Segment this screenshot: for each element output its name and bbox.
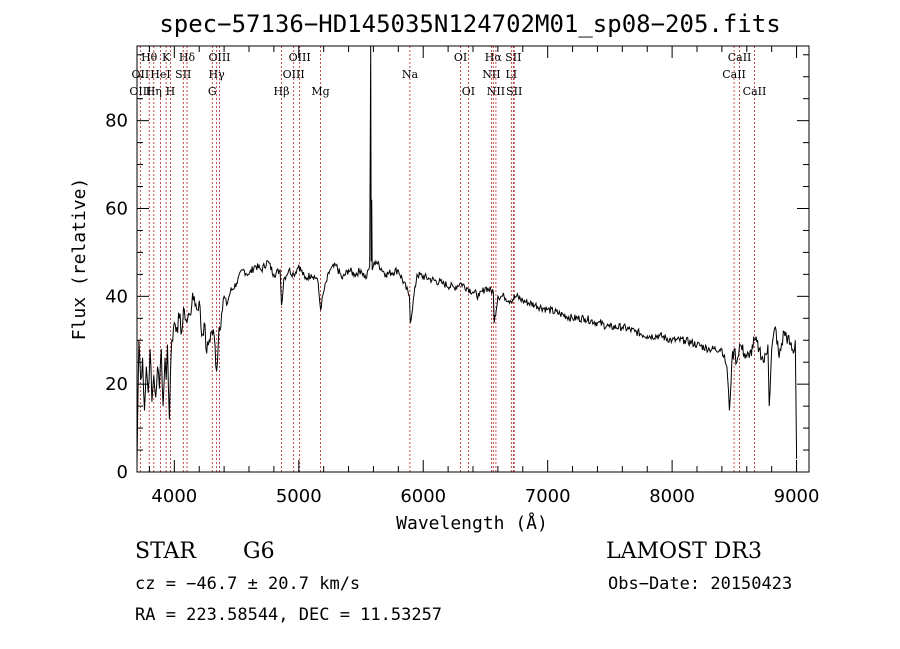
- spectral-line-label: SII: [505, 51, 521, 64]
- y-tick-label: 40: [105, 286, 128, 307]
- object-class: STAR: [135, 539, 197, 564]
- axes: 4000 5000 6000 7000 8000 9000 0 20 40 60 80: [105, 46, 819, 507]
- spectral-line-label: OI: [462, 85, 475, 98]
- spectral-lines: Hθ OII OIII K HeI Hη SII H Hδ OIII Hγ G OIII OIII Hβ Mg…: [129, 46, 766, 472]
- x-tick-label: 6000: [400, 486, 446, 507]
- spectral-line-label: Hθ: [141, 51, 158, 64]
- spectral-line-label: OI: [454, 51, 467, 64]
- survey-label: LAMOST DR3: [606, 539, 762, 564]
- y-tick-label: 0: [117, 462, 128, 483]
- spectral-line-label: CaII: [743, 85, 767, 98]
- y-tick-label: 20: [105, 374, 128, 395]
- x-tick-label: 7000: [525, 486, 571, 507]
- spectral-line-label: OII: [132, 68, 150, 81]
- x-tick-label: 8000: [649, 486, 695, 507]
- x-axis-label: Wavelength (Å): [396, 512, 548, 534]
- spectral-line-label: Na: [402, 68, 419, 81]
- x-tick-label: 4000: [151, 486, 197, 507]
- spectral-line-label: OIII: [208, 51, 230, 64]
- chart-title: spec−57136−HD145035N124702M01_sp08−205.f…: [159, 10, 780, 38]
- spectral-line-label: LI: [506, 68, 518, 81]
- spectrum-series-flux: [136, 45, 798, 464]
- spectral-line-label: OIII: [289, 51, 311, 64]
- spectral-line-label: Mg: [311, 85, 329, 98]
- spectral-line-label: CaII: [722, 68, 746, 81]
- x-tick-label: 9000: [774, 486, 820, 507]
- spectral-line-label: OIII: [129, 85, 151, 98]
- spectral-line-label: OIII: [283, 68, 305, 81]
- spectral-line-label: SII: [175, 68, 191, 81]
- spectral-line-label: NII: [482, 68, 500, 81]
- spectral-line-label: Hδ: [179, 51, 196, 64]
- spectral-line-label: NII: [487, 85, 505, 98]
- spectral-line-label: CaII: [728, 51, 752, 64]
- plot-frame: [136, 45, 810, 473]
- spectral-subclass: G6: [243, 539, 275, 564]
- spectral-line-label: K: [162, 51, 171, 64]
- spectral-line-label: Hη: [146, 85, 162, 98]
- spectral-line-label: H: [166, 85, 176, 98]
- obs-date: Obs−Date: 20150423: [608, 574, 792, 594]
- coordinates: RA = 223.58544, DEC = 11.53257: [135, 605, 442, 625]
- spectral-line-label: Hα: [485, 51, 503, 64]
- y-tick-label: 60: [105, 198, 128, 219]
- spectral-line-label: HeI: [150, 68, 170, 81]
- x-tick-label: 5000: [276, 486, 322, 507]
- y-axis-label: Flux (relative): [69, 178, 90, 341]
- spectrum-layer: [136, 45, 798, 464]
- spectral-line-label: SII: [506, 85, 522, 98]
- redshift-readout: cz = −46.7 ± 20.7 km/s: [135, 574, 360, 594]
- spectral-line-label: Hβ: [274, 85, 290, 98]
- spectral-line-label: G: [208, 85, 217, 98]
- y-tick-label: 80: [105, 111, 128, 132]
- spectral-line-label: Hγ: [209, 68, 226, 81]
